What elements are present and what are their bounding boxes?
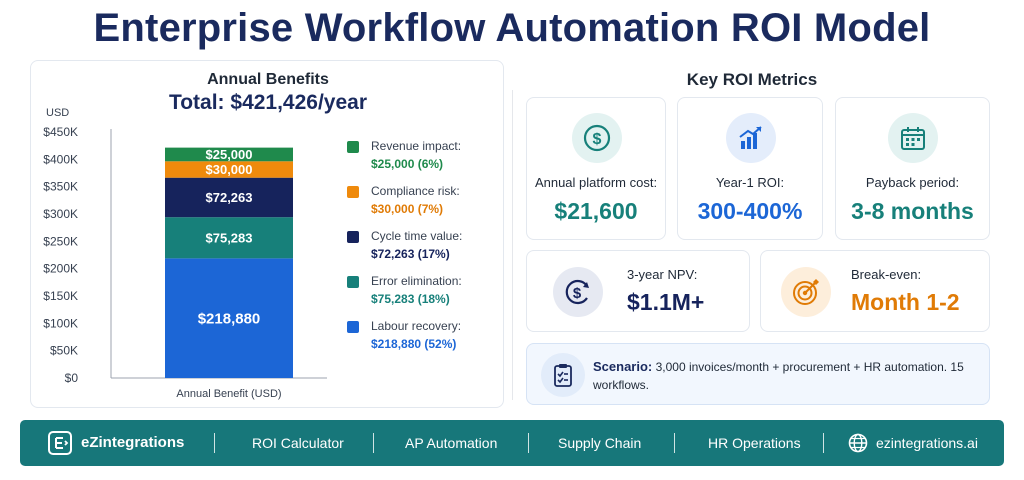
section-divider bbox=[512, 90, 513, 400]
payback-label: Payback period: bbox=[865, 175, 960, 190]
y-axis-unit-label: USD bbox=[46, 107, 69, 119]
bar-segment bbox=[165, 177, 293, 218]
breakeven-card: Break-even: Month 1-2 bbox=[760, 250, 990, 332]
footer-bar: eZintegrations ROI Calculator AP Automat… bbox=[20, 420, 1004, 466]
legend-label: Compliance risk: bbox=[371, 184, 460, 198]
legend-item-compliance-risk: Compliance risk: $30,000 (7%) bbox=[347, 184, 497, 224]
legend-item-revenue-impact: Revenue impact: $25,000 (6%) bbox=[347, 139, 497, 179]
brand-name: eZintegrations bbox=[81, 434, 185, 451]
y-tick-label: $200K bbox=[43, 262, 78, 276]
legend-label: Cycle time value: bbox=[371, 229, 463, 243]
clipboard-check-icon bbox=[541, 353, 585, 397]
legend-swatch bbox=[347, 186, 359, 198]
bar-segment bbox=[165, 258, 293, 378]
npv-label: 3-year NPV: bbox=[627, 267, 698, 282]
legend-value: $218,880 (52%) bbox=[371, 337, 457, 351]
bar-data-label: $218,880 bbox=[198, 311, 261, 328]
footer-separator bbox=[373, 433, 374, 453]
y-tick-label: $350K bbox=[43, 180, 78, 194]
y-tick-label: $50K bbox=[50, 344, 78, 358]
globe-icon bbox=[848, 433, 868, 453]
svg-text:$: $ bbox=[593, 131, 602, 148]
legend-value: $72,263 (17%) bbox=[371, 247, 450, 261]
breakeven-label: Break-even: bbox=[851, 267, 922, 282]
metrics-title: Key ROI Metrics bbox=[686, 70, 818, 89]
y-tick-label: $450K bbox=[43, 125, 78, 139]
breakeven-value: Month 1-2 bbox=[851, 289, 960, 315]
legend-item-cycle-time-value: Cycle time value: $72,263 (17%) bbox=[347, 229, 497, 269]
website-link: ezintegrations.ai bbox=[876, 435, 978, 451]
legend-label: Labour recovery: bbox=[371, 319, 462, 333]
legend-label: Revenue impact: bbox=[371, 139, 462, 153]
annual-benefits-panel: USD $0 $50K $100K $150K $200K $250K $300K $350K $… bbox=[30, 60, 504, 408]
bar-data-label: $30,000 bbox=[206, 162, 253, 177]
y-tick-label: $150K bbox=[43, 289, 78, 303]
page-title: Enterprise Workflow Automation ROI Model bbox=[93, 6, 931, 50]
x-axis-label: Annual Benefit (USD) bbox=[176, 388, 281, 400]
footer-separator bbox=[823, 433, 824, 453]
legend-item-labour-recovery: Labour recovery: $218,880 (52%) bbox=[347, 319, 497, 359]
footer-link-supply-chain[interactable]: Supply Chain bbox=[558, 435, 642, 451]
bar-segment bbox=[165, 217, 293, 259]
scenario-description: 3,000 invoices/month + procurement + HR … bbox=[593, 360, 964, 392]
payback-card: Payback period: 3-8 months bbox=[835, 97, 990, 240]
footer-separator bbox=[528, 433, 529, 453]
legend-value: $25,000 (6%) bbox=[371, 157, 444, 171]
bar-segment bbox=[165, 161, 293, 178]
legend-value: $30,000 (7%) bbox=[371, 202, 444, 216]
chart-title: Annual Benefits bbox=[207, 71, 329, 88]
payback-value: 3-8 months bbox=[851, 198, 974, 224]
legend-swatch bbox=[347, 276, 359, 288]
bar-data-label: $72,263 bbox=[206, 190, 253, 205]
brand-logo-icon bbox=[48, 431, 72, 455]
annual-benefits-chart: USD $0 $50K $100K $150K $200K $250K $300K $350K $… bbox=[43, 107, 327, 400]
y-tick-label: $250K bbox=[43, 234, 78, 248]
footer-separator bbox=[674, 433, 675, 453]
chart-subtitle: Total: $421,426/year bbox=[168, 91, 368, 114]
roi-card: Year-1 ROI: 300-400% bbox=[677, 97, 823, 240]
footer-link-ap-automation[interactable]: AP Automation bbox=[405, 435, 498, 451]
dollar-circle-icon: $ bbox=[572, 113, 622, 163]
scenario-card: Scenario: 3,000 invoices/month + procure… bbox=[526, 343, 990, 405]
roi-label: Year-1 ROI: bbox=[715, 175, 785, 190]
legend-swatch bbox=[347, 231, 359, 243]
svg-text:$: $ bbox=[573, 285, 582, 302]
y-tick-label: $300K bbox=[43, 207, 78, 221]
bar-chart-up-icon bbox=[726, 113, 776, 163]
platform-cost-value: $21,600 bbox=[554, 198, 638, 224]
legend-swatch bbox=[347, 141, 359, 153]
legend-label: Error elimination: bbox=[371, 274, 462, 288]
roi-value: 300-400% bbox=[697, 198, 803, 224]
npv-card: $ 3-year NPV: $1.1M+ bbox=[526, 250, 750, 332]
bar-segment bbox=[165, 147, 293, 162]
target-icon bbox=[781, 267, 831, 317]
y-tick-label: $0 bbox=[65, 371, 79, 385]
y-tick-label: $100K bbox=[43, 316, 78, 330]
legend-value: $75,283 (18%) bbox=[371, 292, 450, 306]
footer-separator bbox=[214, 433, 215, 453]
legend-swatch bbox=[347, 321, 359, 333]
scenario-text: Scenario: 3,000 invoices/month + procure… bbox=[593, 358, 983, 394]
legend-item-error-elimination: Error elimination: $75,283 (18%) bbox=[347, 274, 497, 314]
scenario-label: Scenario: bbox=[593, 359, 653, 374]
bar-data-label: $75,283 bbox=[206, 230, 253, 245]
bar-data-label: $25,000 bbox=[206, 147, 253, 162]
currency-cycle-icon: $ bbox=[553, 267, 603, 317]
npv-value: $1.1M+ bbox=[627, 289, 705, 315]
footer-link-roi-calculator[interactable]: ROI Calculator bbox=[252, 435, 344, 451]
y-tick-label: $400K bbox=[43, 152, 78, 166]
platform-cost-card: $ Annual platform cost: $21,600 bbox=[526, 97, 666, 240]
footer-link-hr-operations[interactable]: HR Operations bbox=[708, 435, 801, 451]
platform-cost-label: Annual platform cost: bbox=[534, 175, 658, 190]
calendar-icon bbox=[888, 113, 938, 163]
